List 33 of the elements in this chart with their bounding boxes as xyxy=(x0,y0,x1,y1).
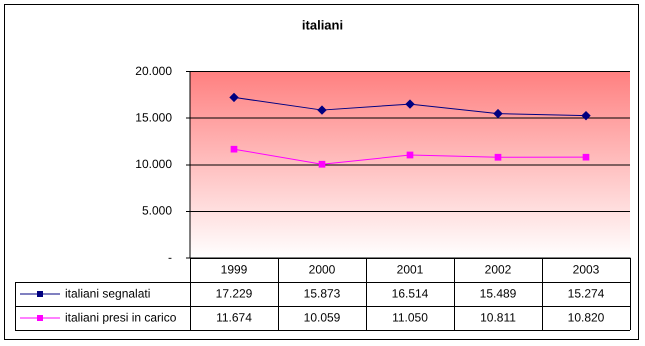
point xyxy=(406,152,414,158)
data-label: 10.820 xyxy=(568,310,605,324)
chart-title: italiani xyxy=(302,17,344,32)
point xyxy=(230,146,238,153)
data-label: 17.229 xyxy=(216,286,253,300)
point xyxy=(318,106,326,115)
point xyxy=(494,154,502,161)
point xyxy=(582,111,590,120)
data-label: 15.873 xyxy=(304,286,341,300)
data-label: 10.059 xyxy=(304,310,341,324)
y-tick-label: - xyxy=(168,250,172,264)
x-tick-label: 2002 xyxy=(484,262,512,276)
x-tick-label: 2003 xyxy=(572,262,600,276)
data-label: 15.489 xyxy=(480,286,517,300)
data-label: 10.811 xyxy=(480,310,516,324)
x-tick-label: 2000 xyxy=(308,262,336,276)
data-label: 11.050 xyxy=(392,310,428,324)
data-label: 16.514 xyxy=(392,286,429,300)
y-tick-label: 20.000 xyxy=(135,64,172,78)
x-tick-label: 1999 xyxy=(220,262,248,276)
y-tick-label: 15.000 xyxy=(135,110,172,125)
y-tick-label: 5.000 xyxy=(142,204,172,218)
point xyxy=(318,160,326,168)
data-label: 11.674 xyxy=(216,310,252,324)
point xyxy=(582,154,590,160)
point xyxy=(494,109,502,118)
x-tick-label: 2001 xyxy=(396,262,424,276)
point xyxy=(230,92,238,102)
y-tick-label: 10.000 xyxy=(135,157,172,172)
data-label: 15.274 xyxy=(568,286,605,300)
legend-label: italiani presi in carico xyxy=(65,310,177,324)
point xyxy=(406,100,414,109)
legend-label: italiani segnalati xyxy=(65,286,150,300)
